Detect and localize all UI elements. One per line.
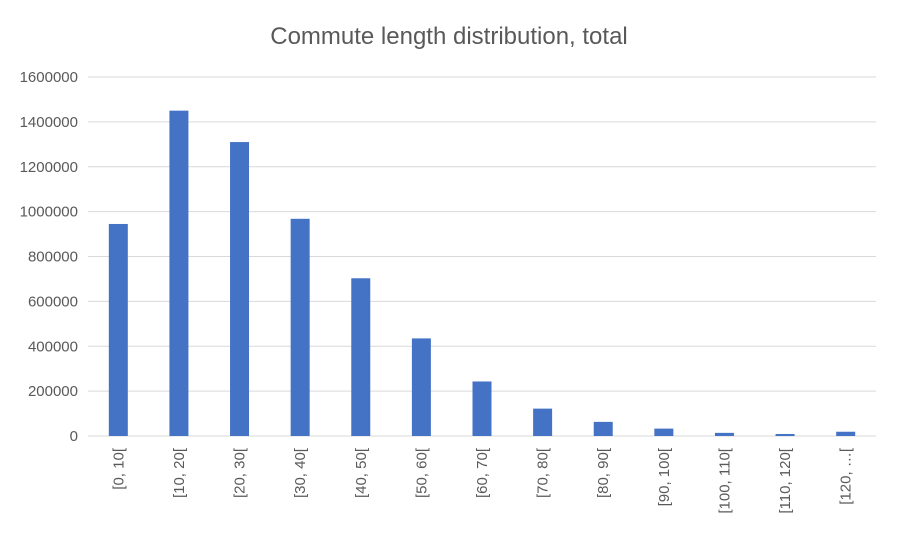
y-tick-label: 1200000 — [20, 159, 78, 176]
bar — [714, 432, 734, 436]
x-tick-label: [70, 80[ — [535, 447, 552, 498]
bar — [351, 278, 371, 436]
bar — [775, 433, 795, 436]
y-axis-ticks: 0 200000 400000 600000 800000 1000000 1200000 1… — [20, 69, 78, 445]
bar — [169, 110, 189, 436]
x-tick-label: [10, 20[ — [171, 447, 188, 498]
bar — [593, 421, 613, 436]
chart-title: Commute length distribution, total — [270, 23, 628, 50]
x-axis-ticks: [0, 10[ [10, 20[ [20, 30[ [30, 40[ [40, 50[ [… — [110, 447, 854, 513]
bar — [108, 223, 128, 436]
bar — [290, 218, 310, 436]
x-tick-label: [20, 30[ — [232, 447, 249, 498]
y-tick-label: 800000 — [28, 249, 78, 266]
y-tick-label: 400000 — [28, 338, 78, 355]
y-tick-label: 200000 — [28, 383, 78, 400]
bar — [230, 142, 250, 436]
x-tick-label: [30, 40[ — [292, 447, 309, 498]
x-tick-label: [120, …[ — [838, 447, 855, 505]
y-tick-label: 0 — [70, 428, 78, 445]
x-tick-label: [40, 50[ — [353, 447, 370, 498]
x-tick-label: [50, 60[ — [413, 447, 430, 498]
gridlines — [88, 76, 876, 437]
y-tick-label: 1600000 — [20, 69, 78, 86]
bars — [108, 110, 856, 436]
bar — [533, 408, 553, 436]
x-tick-label: [100, 110[ — [716, 447, 733, 513]
y-tick-label: 600000 — [28, 293, 78, 310]
bar — [411, 338, 431, 436]
x-tick-label: [90, 100[ — [656, 447, 673, 506]
y-tick-label: 1000000 — [20, 204, 78, 221]
x-tick-label: [80, 90[ — [595, 447, 612, 498]
y-tick-label: 1400000 — [20, 114, 78, 131]
x-tick-label: [60, 70[ — [474, 447, 491, 498]
x-tick-label: [110, 120[ — [777, 447, 794, 513]
bar — [836, 431, 856, 436]
bar — [472, 381, 492, 436]
x-tick-label: [0, 10[ — [110, 447, 127, 490]
bar — [654, 428, 674, 436]
